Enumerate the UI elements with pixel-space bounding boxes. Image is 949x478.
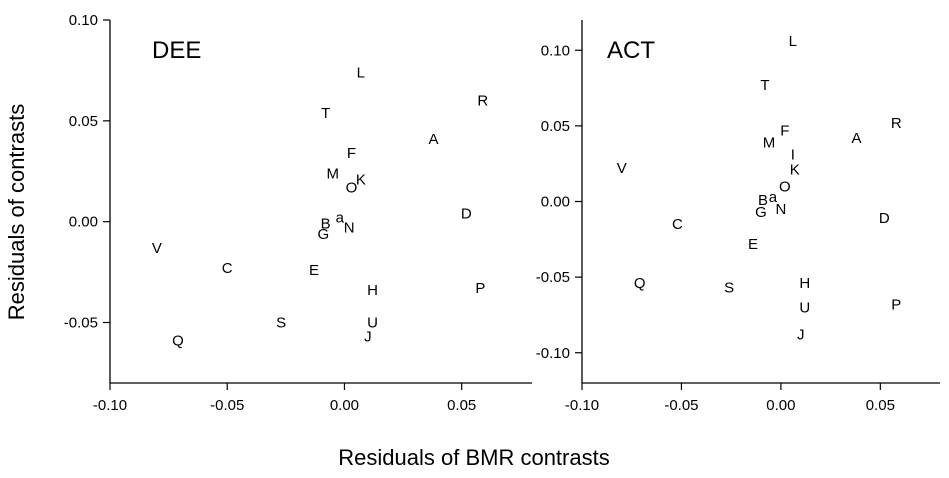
dee-point-R: R — [477, 93, 488, 110]
act-point-C: C — [672, 216, 683, 233]
act-point-N: N — [775, 201, 786, 218]
act-point-R: R — [891, 115, 902, 132]
act-point-V: V — [617, 160, 627, 177]
dee-point-P: P — [475, 280, 485, 297]
act-point-F: F — [780, 122, 789, 139]
act-point-K: K — [790, 162, 800, 179]
dee-y-tick-label: 0.10 — [69, 12, 98, 29]
dee-point-N: N — [344, 220, 355, 237]
dee-point-Q: Q — [172, 333, 184, 350]
dee-point-S: S — [276, 315, 286, 332]
act-point-A: A — [851, 130, 861, 147]
dee-y-tick-label: 0.00 — [69, 214, 98, 231]
act-point-E: E — [748, 236, 758, 253]
act-x-tick-label: -0.05 — [664, 397, 698, 414]
act-point-J: J — [797, 327, 805, 344]
dee-x-tick-label: 0.05 — [447, 397, 476, 414]
dee-point-G: G — [318, 226, 330, 243]
dee-point-D: D — [461, 206, 472, 223]
act-y-tick-label: 0.05 — [541, 118, 570, 135]
dee-point-C: C — [222, 260, 233, 277]
act-point-M: M — [763, 135, 776, 152]
act-point-Q: Q — [634, 275, 646, 292]
dee-y-tick-label: -0.05 — [64, 315, 98, 332]
dee-point-A: A — [429, 131, 439, 148]
act-y-tick-label: 0.10 — [541, 42, 570, 59]
shared-x-axis-title: Residuals of BMR contrasts — [338, 445, 609, 470]
dee-x-tick-label: -0.10 — [93, 397, 127, 414]
act-point-O: O — [779, 178, 791, 195]
act-point-a: a — [769, 189, 778, 206]
dee-point-O: O — [346, 179, 358, 196]
dee-point-a: a — [336, 210, 345, 227]
dee-point-V: V — [152, 240, 162, 257]
act-x-tick-label: 0.05 — [866, 397, 895, 414]
dee-point-U: U — [367, 315, 378, 332]
act-panel-title: ACT — [607, 37, 655, 64]
panel-dee: -0.05 0.00 0.05 0.10 -0.10 -0.05 0.00 0.05 DEE L R… — [64, 12, 532, 414]
dee-point-K: K — [356, 171, 366, 188]
dee-x-tick-label: 0.00 — [330, 397, 359, 414]
act-y-tick-label: 0.00 — [541, 194, 570, 211]
act-point-D: D — [879, 210, 890, 227]
dee-y-tick-label: 0.05 — [69, 113, 98, 130]
dee-point-L: L — [357, 64, 365, 81]
act-x-tick-label: 0.00 — [766, 397, 795, 414]
act-point-P: P — [891, 296, 901, 313]
act-point-G: G — [755, 204, 767, 221]
dee-point-J: J — [364, 329, 372, 346]
act-y-tick-label: -0.05 — [536, 269, 570, 286]
dee-point-T: T — [321, 105, 330, 122]
dee-point-H: H — [367, 282, 378, 299]
dee-x-tick-label: -0.05 — [210, 397, 244, 414]
act-point-U: U — [799, 299, 810, 316]
act-point-L: L — [789, 33, 797, 50]
shared-y-axis-title: Residuals of contrasts — [4, 104, 29, 320]
act-y-tick-label: -0.10 — [536, 345, 570, 362]
act-point-S: S — [724, 280, 734, 297]
act-point-H: H — [799, 275, 810, 292]
act-point-I: I — [791, 147, 795, 164]
dee-panel-title: DEE — [152, 37, 201, 64]
dee-point-M: M — [326, 165, 339, 182]
dee-point-E: E — [309, 262, 319, 279]
dee-point-F: F — [347, 145, 356, 162]
act-point-B: B — [758, 192, 768, 209]
act-x-tick-label: -0.10 — [565, 397, 599, 414]
panel-act: -0.10 -0.05 0.00 0.05 0.10 -0.10 -0.05 0.00 0.05… — [536, 20, 940, 414]
act-point-T: T — [760, 77, 769, 94]
dee-point-B: B — [321, 216, 331, 233]
